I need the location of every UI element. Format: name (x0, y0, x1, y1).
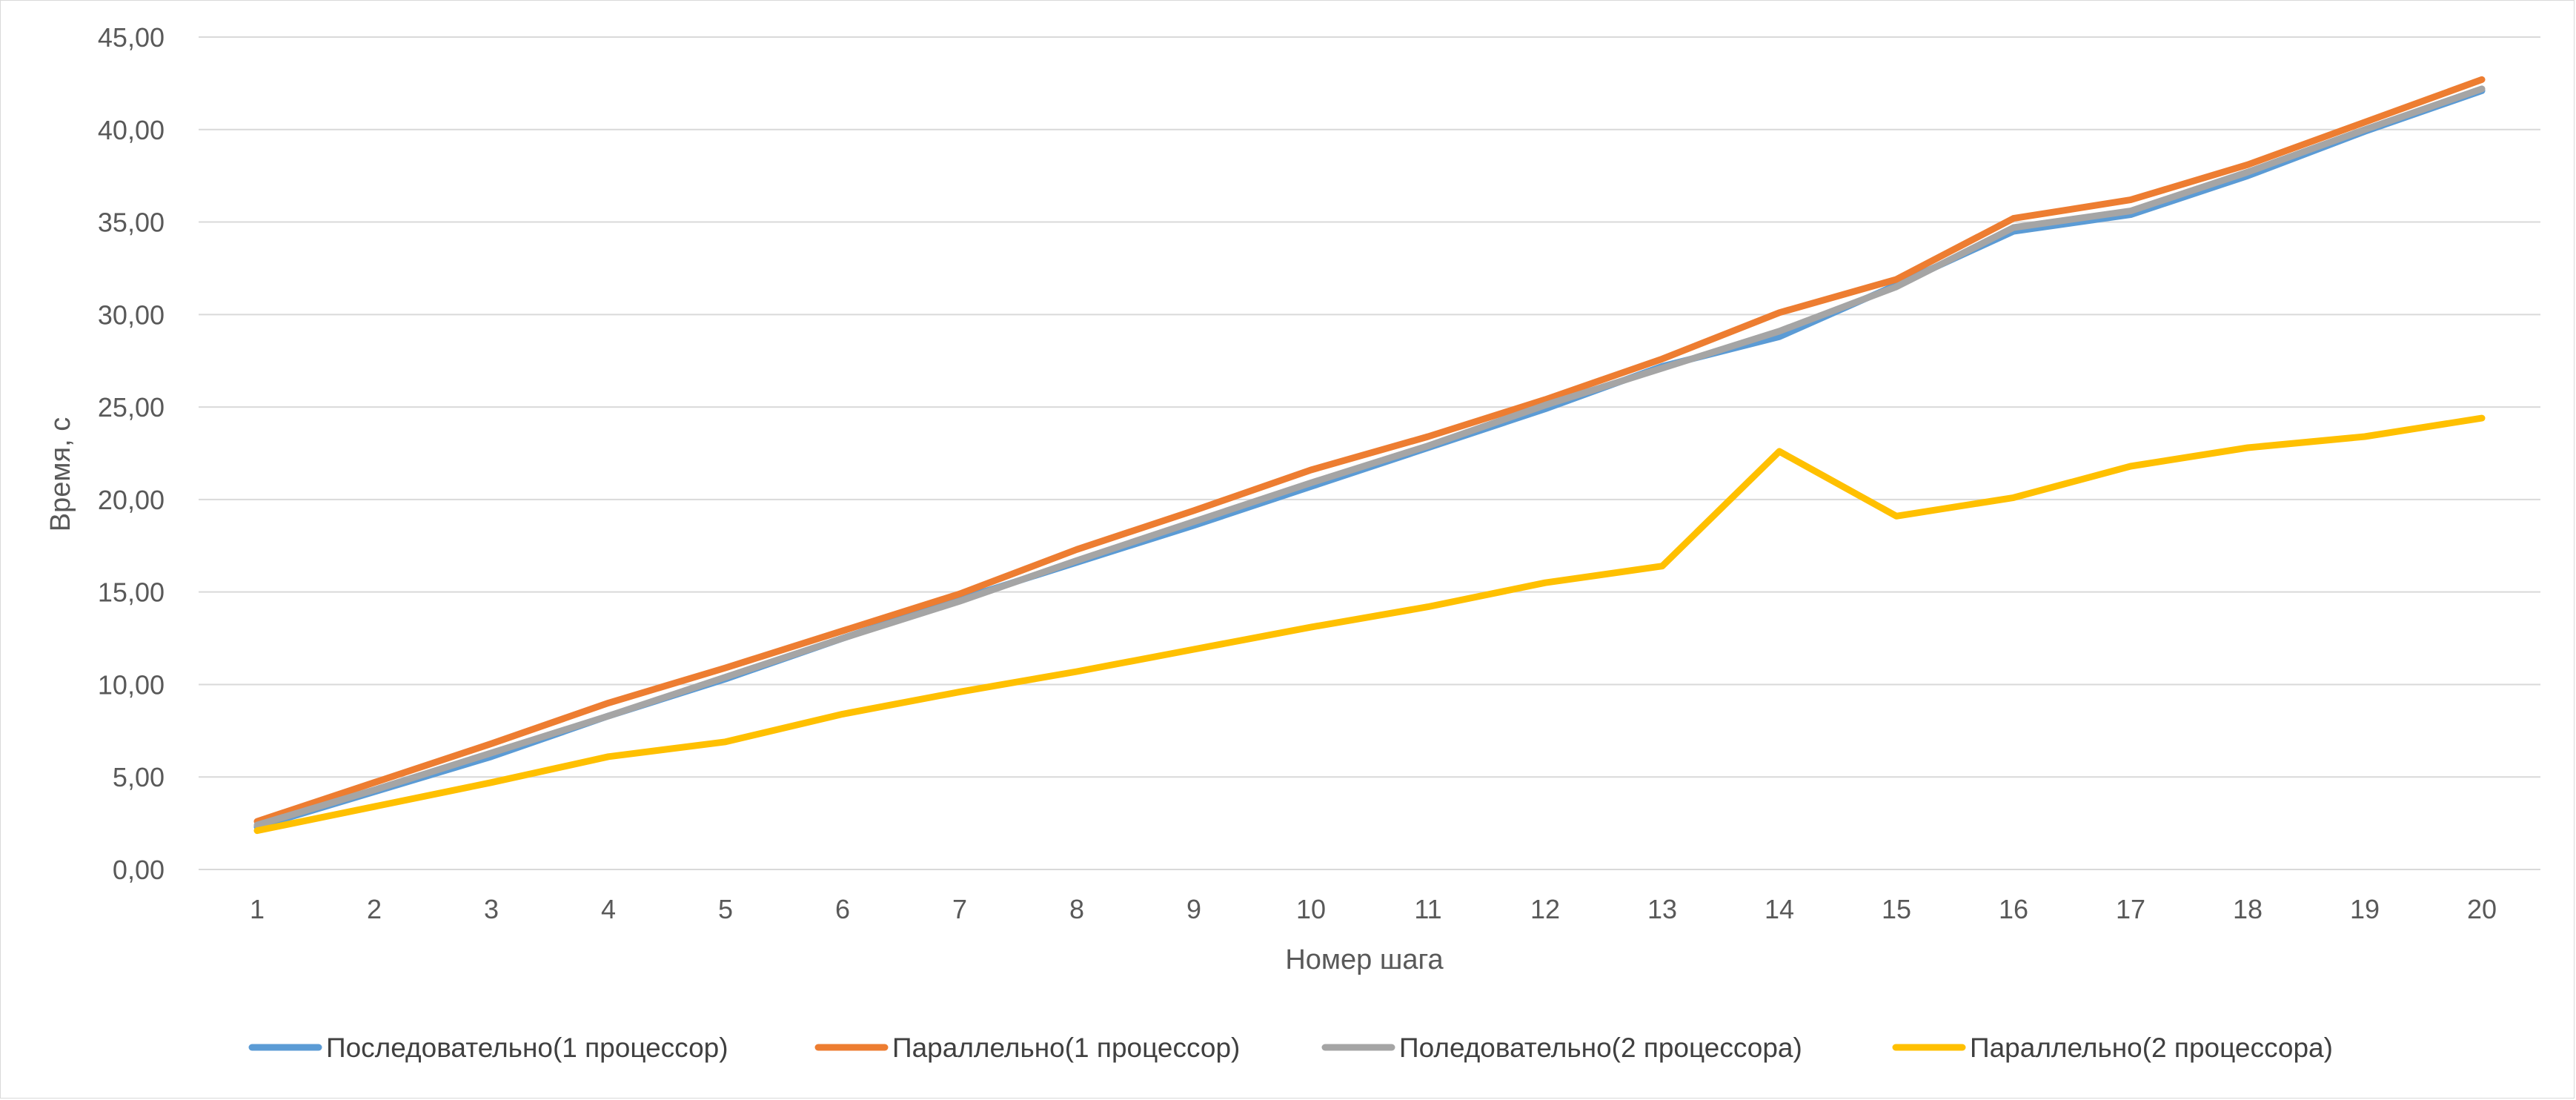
series-line-2 (253, 76, 2486, 825)
y-tick-label: 35,00 (98, 208, 165, 238)
y-tick-label: 40,00 (98, 115, 165, 145)
series-line-3 (253, 85, 2486, 829)
x-tick-label: 13 (1647, 894, 1677, 924)
y-tick-label: 45,00 (98, 22, 165, 53)
x-tick-label: 19 (2350, 894, 2380, 924)
legend-label: Параллельно(2 процессора) (1970, 1033, 2333, 1063)
legend-label: Последовательно(1 процессор) (326, 1033, 728, 1063)
x-tick-label: 4 (601, 894, 616, 924)
x-tick-label: 1 (250, 894, 265, 924)
legend-item-1: Последовательно(1 процессор) (248, 1033, 728, 1063)
gridlines (199, 36, 2540, 870)
y-tick-label: 0,00 (113, 855, 165, 885)
x-tick-label: 5 (718, 894, 733, 924)
x-tick-label: 12 (1530, 894, 1560, 924)
x-tick-label: 14 (1765, 894, 1794, 924)
legend-label: Параллельно(1 процессор) (892, 1033, 1240, 1063)
y-tick-label: 10,00 (98, 669, 165, 700)
x-tick-label: 15 (1882, 894, 1911, 924)
legend-label: Поледовательно(2 процессора) (1399, 1033, 1802, 1063)
y-axis-title: Время, с (45, 417, 76, 531)
x-tick-label: 2 (367, 894, 382, 924)
legend: Последовательно(1 процессор) Параллельно(… (248, 1033, 2333, 1063)
x-tick-label: 9 (1186, 894, 1201, 924)
y-tick-label: 30,00 (98, 299, 165, 330)
y-tick-label: 5,00 (113, 762, 165, 792)
y-tick-labels: 0,00 5,00 10,00 15,00 20,00 25,00 30,00 35,00 40… (98, 22, 165, 885)
y-tick-label: 15,00 (98, 577, 165, 608)
x-tick-label: 7 (952, 894, 967, 924)
x-tick-label: 18 (2233, 894, 2263, 924)
y-tick-label: 20,00 (98, 485, 165, 515)
x-tick-label: 17 (2116, 894, 2145, 924)
series-line-4 (253, 414, 2486, 835)
x-tick-labels: 1 2 3 4 5 6 7 8 9 10 11 12 13 14 15 16 17 18 19 20 (250, 894, 2497, 924)
x-tick-label: 11 (1414, 894, 1441, 924)
x-tick-label: 20 (2467, 894, 2497, 924)
legend-item-3: Поледовательно(2 процессора) (1321, 1033, 1802, 1063)
x-tick-label: 6 (835, 894, 850, 924)
x-tick-label: 10 (1296, 894, 1326, 924)
x-tick-label: 3 (484, 894, 499, 924)
series-lines (253, 76, 2486, 835)
x-tick-label: 16 (1999, 894, 2028, 924)
legend-item-2: Параллельно(1 процессор) (814, 1033, 1240, 1063)
x-tick-label: 8 (1069, 894, 1084, 924)
series-line-1 (253, 87, 2486, 831)
legend-item-4: Параллельно(2 процессора) (1892, 1033, 2333, 1063)
x-axis-title: Номер шага (1285, 944, 1444, 975)
y-tick-label: 25,00 (98, 392, 165, 423)
